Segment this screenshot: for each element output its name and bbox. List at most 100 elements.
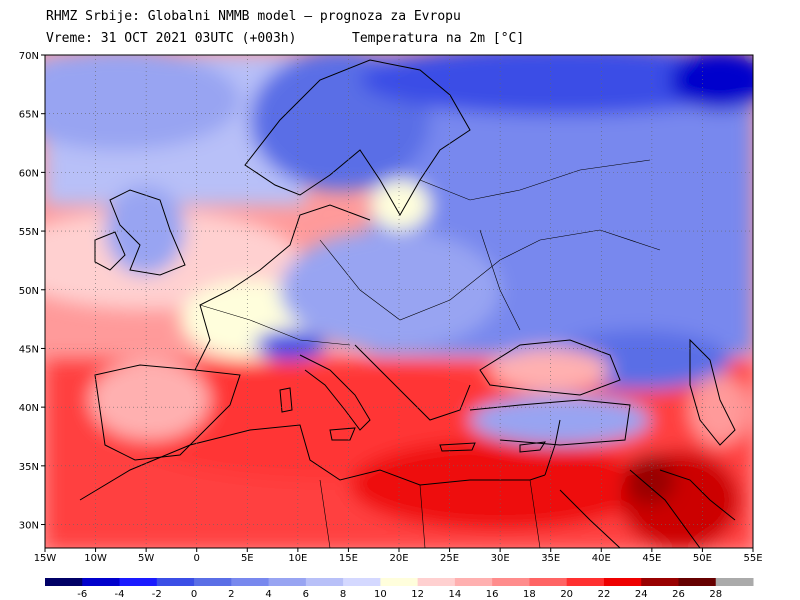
legend-label: 28 (709, 589, 722, 600)
lon-tick-label: 55E (743, 553, 762, 564)
lon-tick-label: 50E (693, 553, 712, 564)
europe-west-coast (194, 204, 371, 371)
legend-label: 20 (560, 589, 573, 600)
balkan-coast (354, 344, 471, 421)
atlantic-north (45, 55, 240, 150)
red-sea-coast (559, 469, 701, 548)
turkey-coast (469, 399, 631, 446)
legend-color-box (566, 578, 605, 586)
lon-tick-label: 5W (138, 553, 154, 564)
legend-color-box (529, 578, 568, 586)
lat-tick-label: 50N (19, 286, 39, 297)
border-line (319, 479, 541, 548)
legend-color-box (194, 578, 232, 586)
levant-coast (544, 419, 561, 476)
lon-tick-label: 15W (34, 553, 57, 564)
legend-color-box (268, 578, 307, 586)
lon-tick-label: 15E (339, 553, 358, 564)
legend-label: 4 (265, 589, 271, 600)
lon-tick-label: 40E (592, 553, 611, 564)
britain-cool (105, 185, 185, 275)
lon-tick-label: 35E (541, 553, 560, 564)
lon-tick-label: 45E (642, 553, 661, 564)
legend-label: 8 (340, 589, 346, 600)
lat-tick-label: 45N (19, 344, 39, 355)
lat-tick-label: 40N (19, 403, 39, 414)
lat-tick-label: 55N (19, 227, 39, 238)
hot-iraq (625, 455, 675, 505)
caspian-warm (690, 375, 750, 445)
legend-color-box (492, 578, 530, 586)
legend-color-box (82, 578, 121, 586)
legend-color-box (343, 578, 381, 586)
arctic-cold (360, 55, 753, 115)
italy-coast (299, 354, 371, 431)
lon-tick-label: 10W (84, 553, 107, 564)
warm-africa-east (350, 440, 650, 530)
lat-tick-label: 30N (19, 521, 39, 532)
legend-color-box (603, 578, 642, 586)
lat-tick-label: 35N (19, 462, 39, 473)
lon-tick-label: 10E (288, 553, 307, 564)
legend-color-box (231, 578, 270, 586)
border-line (199, 304, 351, 346)
legend-label: -4 (115, 589, 125, 600)
legend-label: 6 (303, 589, 309, 600)
scandinavia-coast (244, 59, 471, 217)
britain-coast (109, 189, 186, 276)
lon-tick-label: 20E (389, 553, 408, 564)
black-sea-warm (490, 348, 610, 392)
legend-color-box (678, 578, 717, 586)
legend-label: 14 (449, 589, 462, 600)
alps-cold (255, 330, 325, 360)
legend-color-box (119, 578, 158, 586)
legend-color-box (305, 578, 344, 586)
legend-label: 12 (411, 589, 424, 600)
baltic-mild (370, 180, 430, 230)
crete-coast (439, 442, 476, 452)
lon-tick-label: 30E (491, 553, 510, 564)
legend-label: 18 (523, 589, 536, 600)
iberia-coast (94, 364, 241, 461)
lon-tick-label: 25E (440, 553, 459, 564)
header-title: RHMZ Srbije: Globalni NMMB model — progn… (46, 9, 461, 24)
lon-tick-label: 5E (241, 553, 254, 564)
border-line (479, 229, 521, 331)
legend-color-box (380, 578, 419, 586)
legend-label: -2 (152, 589, 162, 600)
header-variable: Temperatura na 2m [°C] (352, 31, 525, 46)
legend-label: 24 (635, 589, 648, 600)
border-line (319, 229, 661, 321)
legend-color-box (45, 578, 83, 586)
legend-color-box (156, 578, 195, 586)
north-africa-coast (79, 424, 546, 501)
iberia-mild (90, 360, 210, 440)
black-sea-coast (479, 339, 621, 396)
legend-label: 10 (374, 589, 387, 600)
header-valid-time: Vreme: 31 OCT 2021 03UTC (+003h) (46, 31, 297, 46)
ireland-coast (94, 231, 126, 271)
legend-label: -6 (77, 589, 87, 600)
lon-tick-label: 0 (194, 553, 200, 564)
legend-label: 0 (191, 589, 197, 600)
sardinia-coast (279, 387, 293, 413)
legend-color-box (641, 578, 679, 586)
caspian-coast (689, 338, 736, 446)
legend-color-box (715, 578, 754, 586)
legend-label: 26 (672, 589, 685, 600)
legend-label: 22 (598, 589, 611, 600)
lat-tick-label: 70N (19, 51, 39, 62)
cyprus-coast (519, 441, 546, 453)
legend-color-box (454, 578, 493, 586)
border-line (419, 159, 651, 201)
lat-tick-label: 65N (19, 110, 39, 121)
legend-label: 2 (228, 589, 234, 600)
arctic-very-cold (670, 55, 753, 110)
legend-color-box (417, 578, 456, 586)
gulf-coast (659, 469, 736, 521)
legend-label: 16 (486, 589, 499, 600)
sicily-coast (329, 427, 356, 441)
lat-tick-label: 60N (19, 168, 39, 179)
